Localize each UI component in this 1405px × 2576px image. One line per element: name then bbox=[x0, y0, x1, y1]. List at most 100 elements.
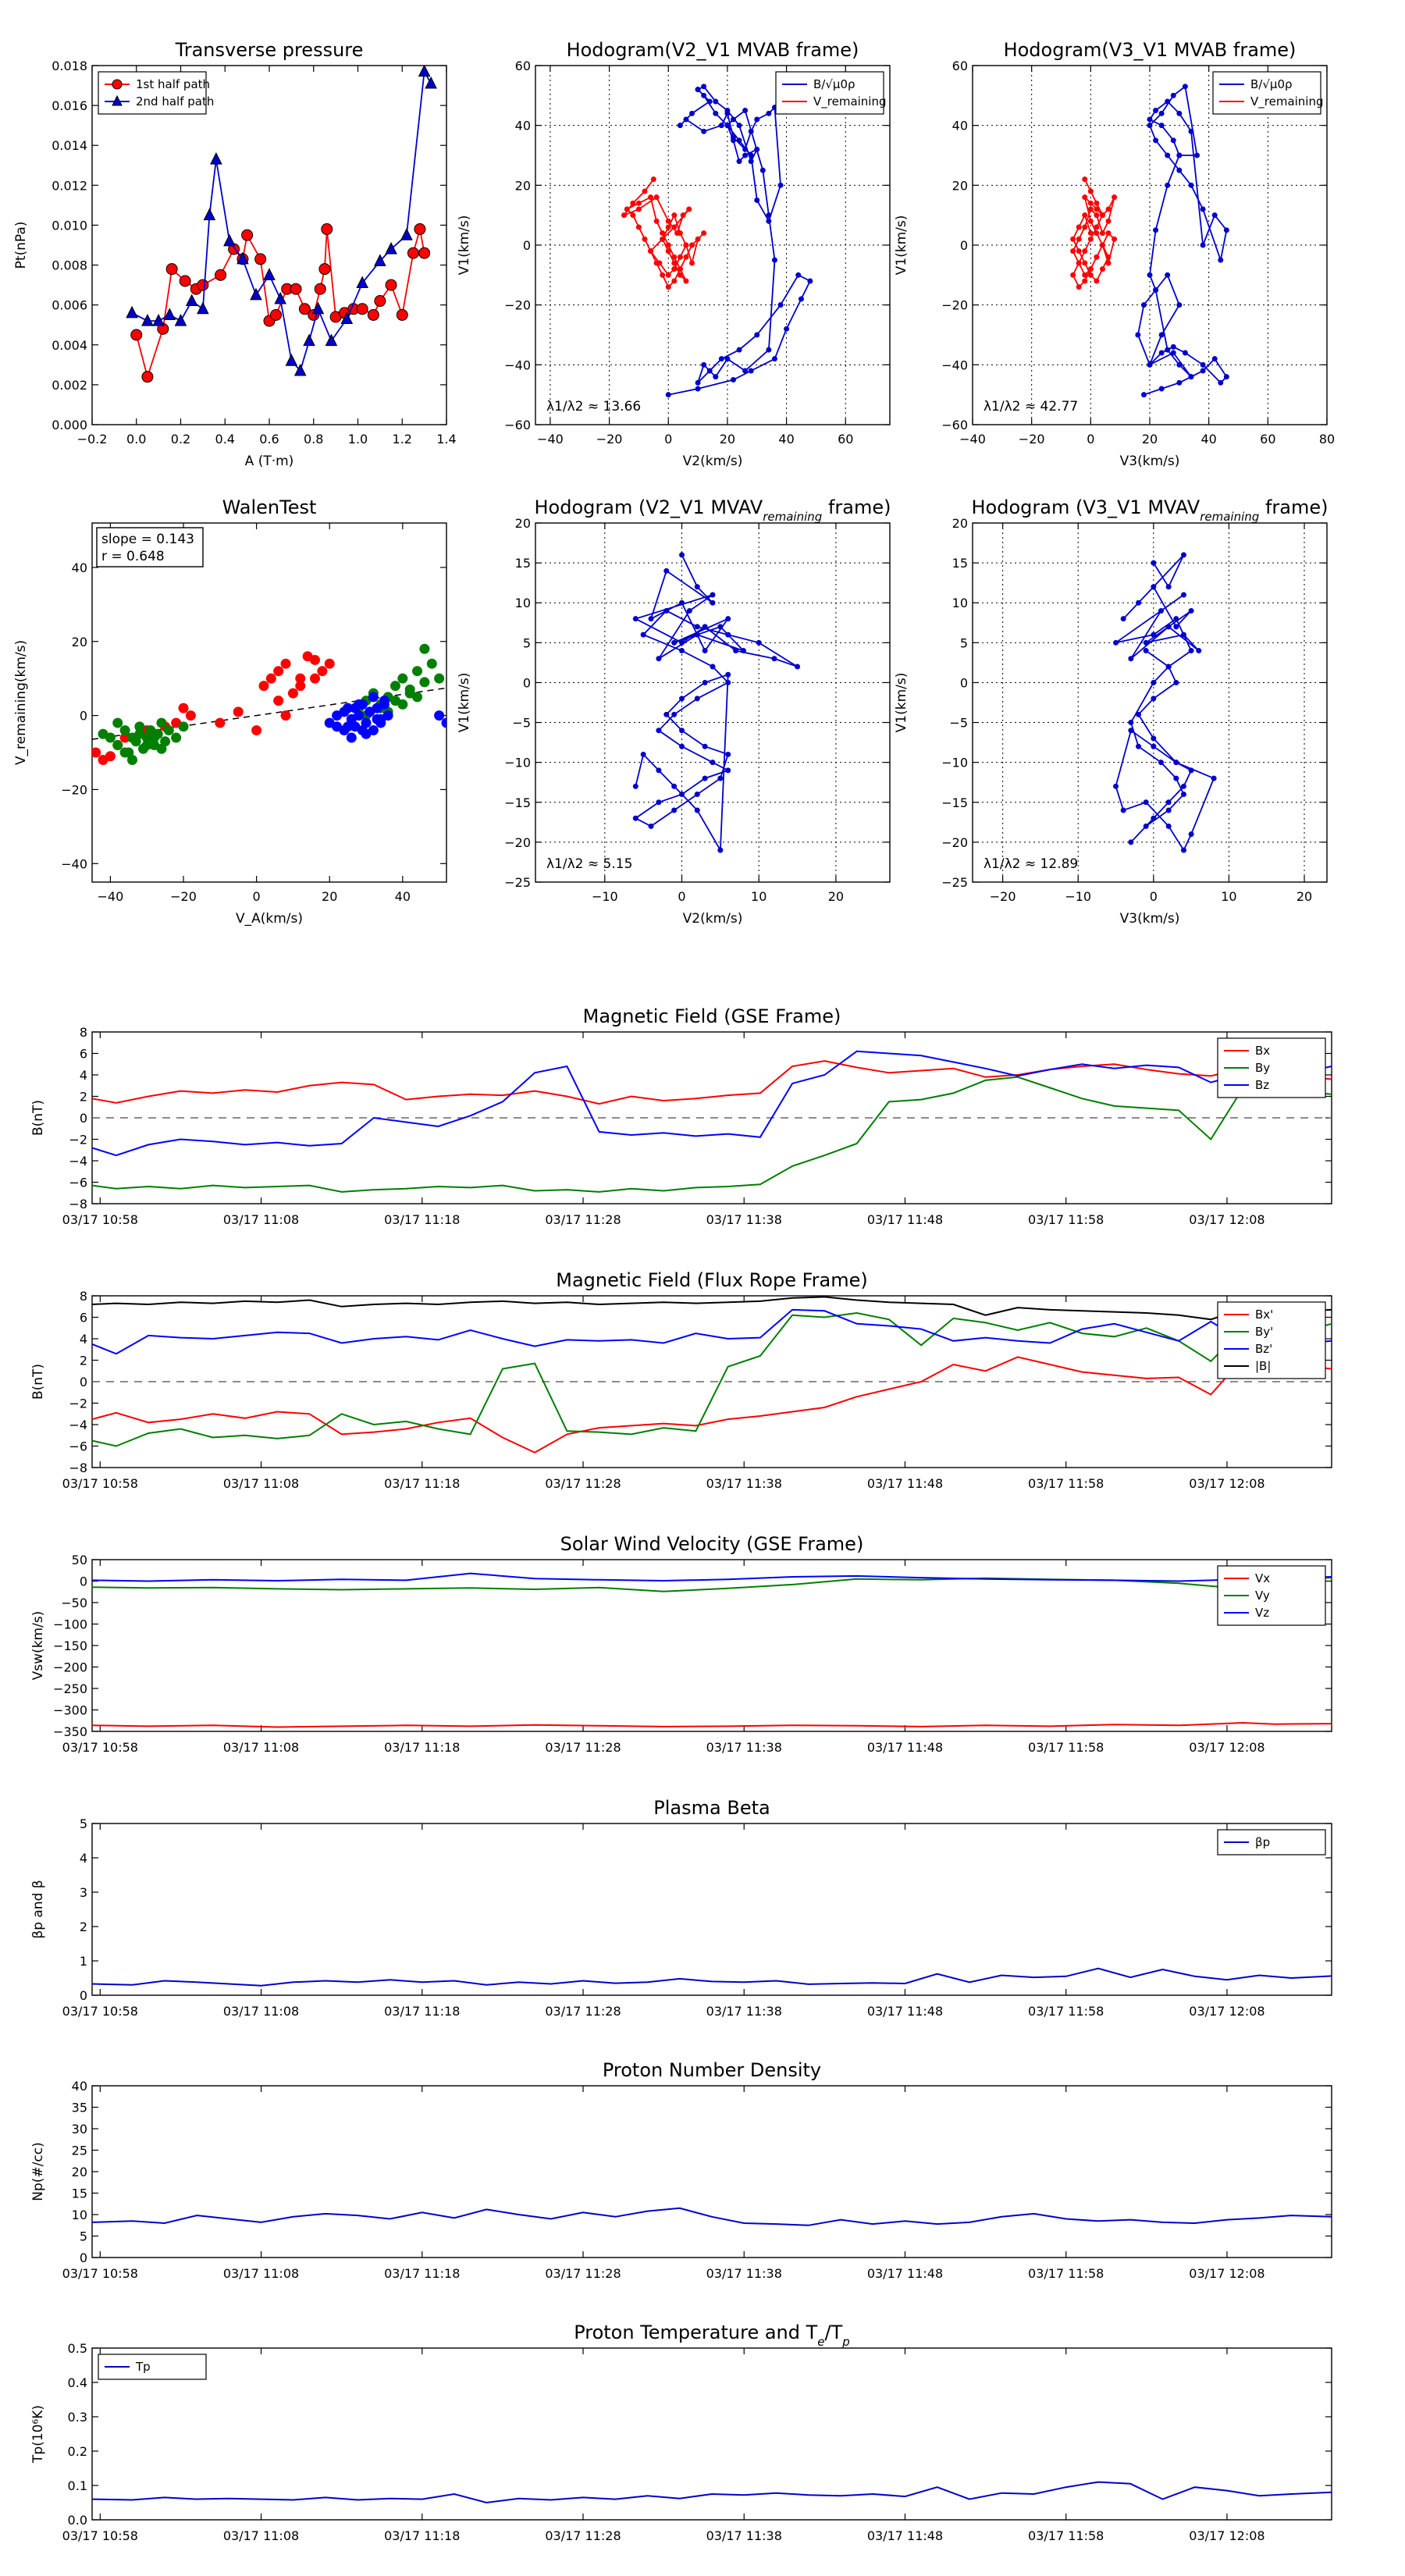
data-point bbox=[1200, 242, 1206, 248]
data-point bbox=[285, 354, 298, 366]
data-point bbox=[713, 98, 719, 105]
data-point bbox=[1112, 194, 1118, 201]
data-point bbox=[1170, 92, 1176, 98]
data-point bbox=[635, 224, 642, 230]
data-point bbox=[119, 747, 130, 758]
series-line bbox=[92, 1296, 1332, 1321]
y-tick-label: −5 bbox=[949, 716, 968, 731]
data-point bbox=[1165, 347, 1171, 353]
data-point bbox=[742, 146, 749, 152]
data-point bbox=[742, 368, 749, 374]
x-tick-label: 0.8 bbox=[304, 432, 323, 447]
data-point bbox=[635, 206, 642, 212]
data-point bbox=[1094, 230, 1100, 237]
x-tick-label: 80 bbox=[1319, 432, 1335, 447]
data-point bbox=[273, 666, 284, 677]
series-line bbox=[92, 1050, 1332, 1157]
data-point bbox=[660, 236, 666, 242]
data-point bbox=[141, 313, 154, 326]
plot-frame bbox=[535, 522, 891, 883]
data-point bbox=[777, 302, 784, 308]
y-tick-label: 0.016 bbox=[52, 98, 87, 113]
y-tick-label: −25 bbox=[941, 875, 968, 890]
y-tick-label: 40 bbox=[952, 119, 968, 133]
data-point bbox=[694, 807, 700, 813]
y-tick-label: 20 bbox=[952, 516, 968, 531]
data-point bbox=[1158, 386, 1165, 392]
eigenvalue-ratio-annotation: λ1/λ2 ≈ 5.15 bbox=[546, 856, 632, 872]
data-point bbox=[671, 278, 678, 284]
hodogram-v2-v1-mvab-chart: Hodogram(V2_V1 MVAB frame) −60 −40 −20 0 20 40… bbox=[457, 39, 891, 469]
hodogram-v3-v1-mvav-chart: Hodogram (V3_V1 MVAVremaining frame) −25 −… bbox=[894, 496, 1328, 927]
data-point bbox=[317, 666, 328, 677]
data-point bbox=[1180, 847, 1186, 853]
data-point bbox=[1128, 720, 1134, 726]
x-tick-label: 03/17 11:18 bbox=[384, 2004, 460, 2019]
data-point bbox=[1082, 260, 1088, 266]
y-axis-label: V1(km/s) bbox=[457, 673, 472, 733]
x-tick-label: 60 bbox=[1260, 432, 1275, 447]
data-point bbox=[648, 616, 654, 622]
series-line bbox=[92, 2481, 1332, 2504]
data-point bbox=[702, 775, 708, 781]
x-tick-label: −20 bbox=[170, 889, 197, 904]
data-point bbox=[1076, 260, 1082, 266]
x-tick-label: 03/17 11:48 bbox=[867, 1212, 943, 1227]
x-tick-label: 03/17 11:28 bbox=[545, 2266, 621, 2281]
data-point bbox=[766, 212, 772, 219]
data-point bbox=[1153, 137, 1159, 144]
data-point bbox=[718, 123, 724, 129]
data-point bbox=[112, 717, 123, 728]
plot-frame bbox=[91, 2347, 1332, 2521]
data-point bbox=[671, 260, 678, 266]
data-point bbox=[724, 110, 731, 116]
data-point bbox=[1120, 616, 1126, 622]
data-point bbox=[1165, 807, 1172, 813]
y-tick-label: 0.3 bbox=[68, 2410, 87, 2425]
data-point bbox=[1200, 368, 1206, 374]
chart-title: Magnetic Field (GSE Frame) bbox=[583, 1005, 841, 1027]
x-tick-label: 03/17 11:38 bbox=[706, 2004, 782, 2019]
chart-title: Solar Wind Velocity (GSE Frame) bbox=[560, 1533, 864, 1555]
y-tick-label: −100 bbox=[53, 1617, 87, 1632]
data-point bbox=[1105, 206, 1112, 212]
y-tick-label: 0 bbox=[523, 238, 531, 253]
data-point bbox=[694, 632, 700, 638]
magnetic-field-flux-rope-chart: Magnetic Field (Flux Rope Frame) −8 −6 −4 −2… bbox=[30, 1269, 1332, 1491]
data-point bbox=[1070, 248, 1076, 254]
data-point bbox=[1099, 230, 1105, 237]
data-point bbox=[640, 632, 646, 638]
data-point bbox=[648, 194, 654, 201]
y-tick-label: 4 bbox=[80, 1332, 87, 1347]
data-point bbox=[742, 152, 749, 158]
solar-wind-velocity-chart: Solar Wind Velocity (GSE Frame) −350 −300 −… bbox=[30, 1533, 1332, 1755]
data-point bbox=[141, 371, 154, 383]
y-tick-label: 0.018 bbox=[52, 59, 87, 73]
legend-marker bbox=[112, 94, 123, 106]
data-point bbox=[706, 368, 713, 374]
data-point bbox=[656, 656, 662, 662]
y-tick-label: 60 bbox=[952, 59, 968, 73]
y-tick-label: 50 bbox=[72, 1553, 87, 1567]
data-point bbox=[1113, 639, 1119, 646]
data-point bbox=[689, 260, 695, 266]
data-point bbox=[350, 703, 361, 713]
data-point bbox=[724, 356, 731, 362]
data-point bbox=[694, 624, 700, 630]
y-tick-label: 0.0 bbox=[68, 2513, 87, 2528]
x-tick-label: 03/17 10:58 bbox=[62, 1476, 138, 1491]
data-point bbox=[1151, 743, 1157, 749]
x-tick-label: −0.2 bbox=[77, 432, 108, 447]
data-point bbox=[689, 242, 695, 248]
data-point bbox=[624, 206, 630, 212]
data-point bbox=[314, 283, 326, 295]
x-tick-label: 03/17 11:18 bbox=[384, 2528, 460, 2543]
data-point bbox=[1180, 783, 1186, 789]
data-point bbox=[1180, 592, 1186, 598]
data-point bbox=[1158, 760, 1164, 766]
data-point bbox=[730, 116, 736, 123]
data-point bbox=[701, 361, 707, 368]
data-point bbox=[671, 254, 678, 260]
data-point bbox=[1173, 760, 1179, 766]
x-tick-label: 03/17 11:18 bbox=[384, 1212, 460, 1227]
